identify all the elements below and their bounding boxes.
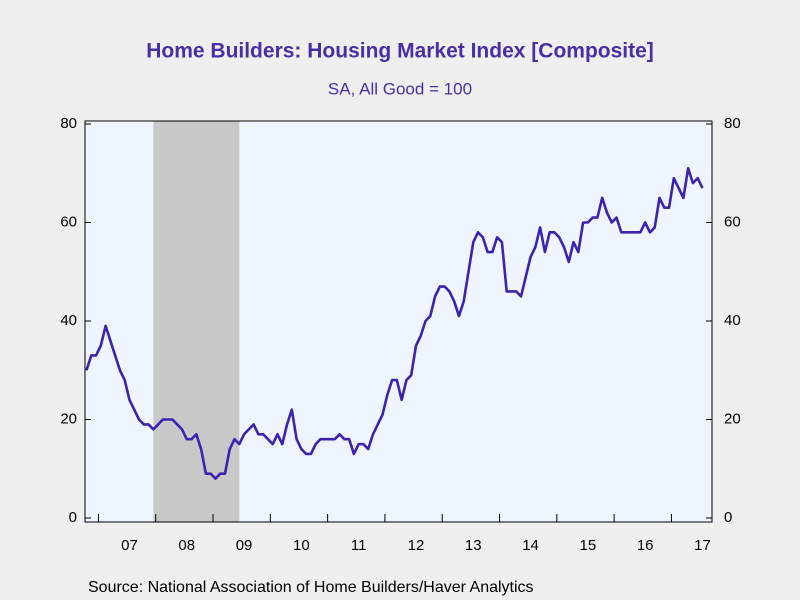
y-tick-label: 80 [60,115,77,132]
source-note: Source: National Association of Home Bui… [88,579,534,596]
x-tick-label: 17 [694,537,711,554]
y2-tick-label: 60 [724,213,741,230]
x-tick-label: 08 [178,537,195,554]
x-tick-label: 14 [522,537,539,554]
recession-shading [153,121,240,522]
plot-frame [84,120,713,523]
x-tick-label: 15 [580,537,597,554]
y2-tick-label: 20 [724,410,741,427]
y2-tick-label: 0 [724,509,732,526]
y-tick-label: 20 [60,410,77,427]
y2-tick-label: 40 [724,312,741,329]
x-tick-label: 16 [637,537,654,554]
x-tick-label: 10 [293,537,310,554]
y-tick-label: 60 [60,213,77,230]
y-tick-label: 40 [60,312,77,329]
x-tick-label: 12 [408,537,425,554]
chart-title: Home Builders: Housing Market Index [Com… [146,40,654,63]
x-tick-label: 13 [465,537,482,554]
x-tick-label: 09 [236,537,253,554]
x-tick-label: 07 [121,537,138,554]
chart-subtitle: SA, All Good = 100 [328,79,472,98]
y2-tick-label: 80 [724,115,741,132]
x-tick-label: 11 [351,537,367,554]
y-tick-label: 0 [69,509,77,526]
data-line [85,167,704,480]
